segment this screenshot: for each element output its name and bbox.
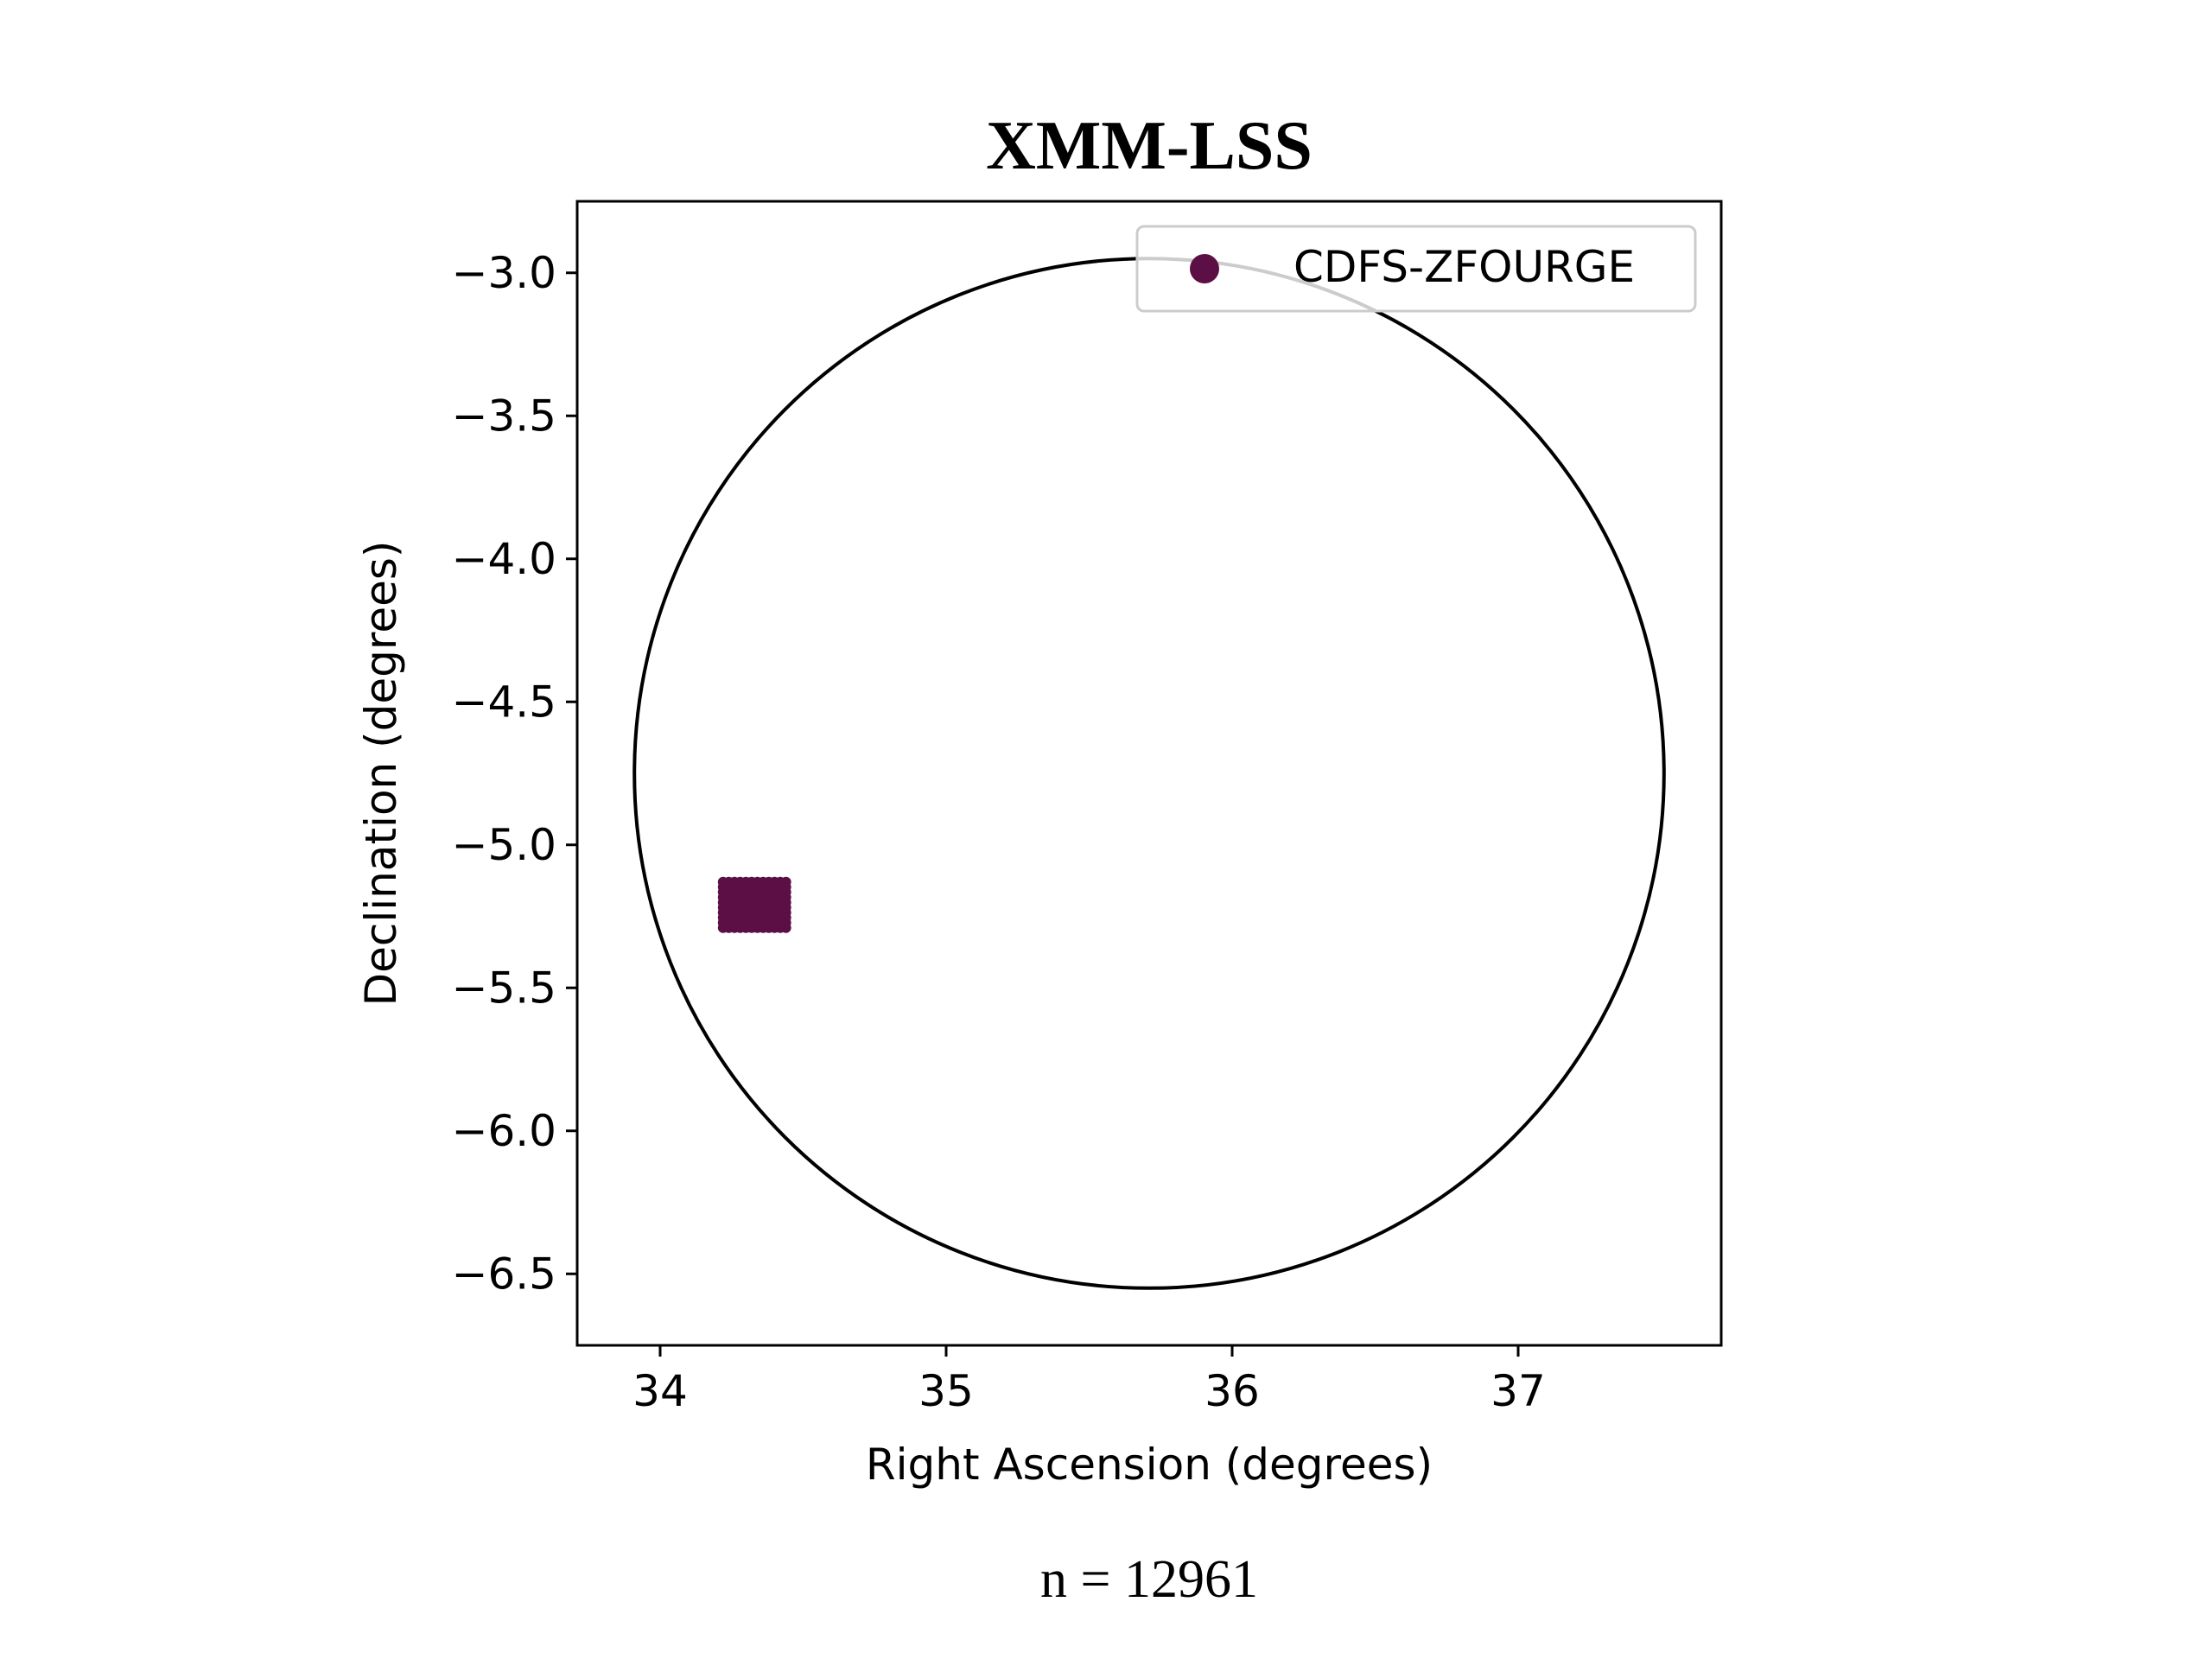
x-tick-label: 37: [1491, 1366, 1546, 1416]
y-tick-label: −4.5: [452, 677, 556, 727]
field-circle: [632, 257, 1666, 1290]
count-annotation: n = 12961: [1040, 1550, 1258, 1609]
y-tick-label: −3.0: [452, 248, 556, 298]
series-0: [717, 876, 791, 933]
y-axis-label: Declination (degrees): [356, 541, 406, 1007]
data-layer: [632, 257, 1666, 1290]
y-tick-label: −5.5: [452, 963, 556, 1013]
x-tick-label: 35: [918, 1366, 974, 1416]
x-axis: 34 35 36 37: [632, 1345, 1546, 1416]
plot-frame: [575, 200, 1723, 1347]
y-axis: −3.0 −3.5 −4.0 −4.5 −5.0 −5.5 −6.0 −6.5: [452, 248, 577, 1299]
legend: CDFS-ZFOURGE: [1135, 225, 1697, 313]
legend-marker: [1190, 254, 1219, 283]
y-tick-label: −5.0: [452, 820, 556, 870]
x-tick-label: 36: [1205, 1366, 1260, 1416]
data-point: [780, 876, 791, 887]
chart-title: XMM-LSS: [986, 108, 1313, 184]
legend-box: [1135, 225, 1697, 313]
y-tick-label: −3.5: [452, 391, 556, 441]
x-tick-label: 34: [632, 1366, 688, 1416]
plot-area: [575, 200, 1723, 1347]
y-tick-label: −6.5: [452, 1249, 556, 1299]
y-tick-label: −6.0: [452, 1106, 556, 1156]
y-tick-label: −4.0: [452, 534, 556, 584]
x-axis-label: Right Ascension (degrees): [866, 1440, 1433, 1490]
legend-label: CDFS-ZFOURGE: [1294, 242, 1635, 292]
